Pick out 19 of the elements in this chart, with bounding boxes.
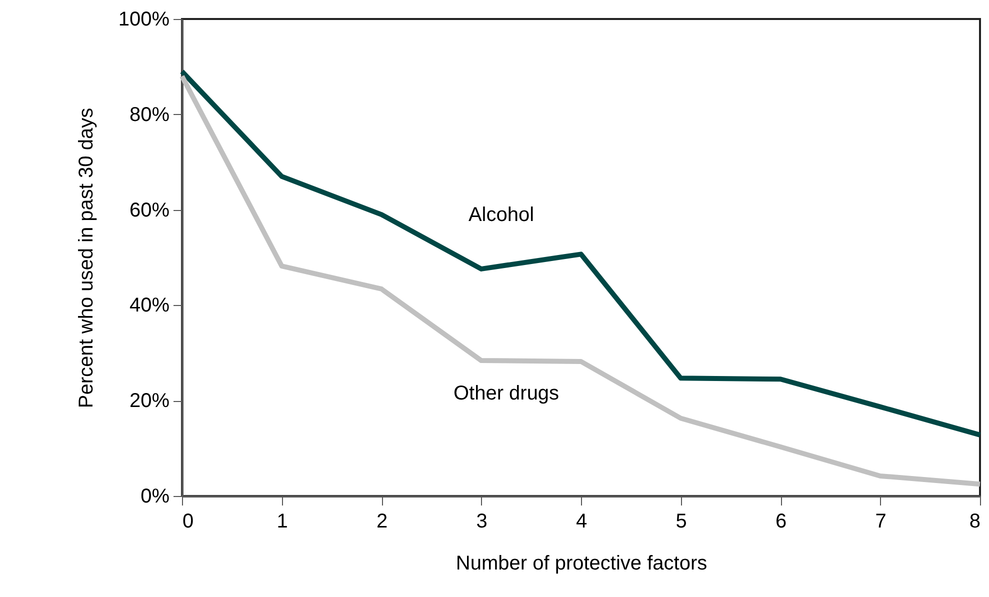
x-tick-label: 1 [276,510,288,532]
x-tick-label: 0 [182,510,194,532]
x-tick-label: 5 [676,510,687,532]
x-axis-title: Number of protective factors [456,552,708,574]
x-tick-label: 7 [875,510,886,532]
x-tick-label: 6 [775,510,787,532]
x-tick-label: 3 [476,510,488,532]
y-tick-label: 60% [129,199,170,222]
y-tick-label: 20% [129,390,170,412]
y-tick-label: 0% [140,486,170,508]
y-tick-label: 80% [129,104,170,126]
y-axis-title: Percent who used in past 30 days [75,108,98,408]
series-label: Other drugs [453,382,560,405]
x-tick-label: 8 [969,510,980,532]
x-tick-label: 2 [376,510,388,532]
y-tick-label: 100% [118,8,170,30]
series-label: Alcohol [468,204,534,226]
y-tick-label: 40% [129,294,170,317]
x-tick-label: 4 [576,510,588,532]
